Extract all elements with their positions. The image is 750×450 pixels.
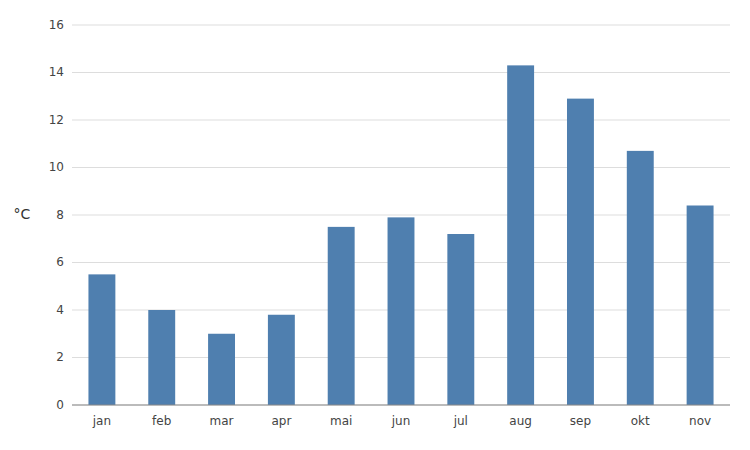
x-tick-label: aug bbox=[509, 414, 532, 428]
bar bbox=[208, 334, 235, 405]
bar bbox=[627, 151, 654, 405]
y-tick-label: 10 bbox=[49, 160, 64, 174]
y-tick-label: 4 bbox=[56, 303, 64, 317]
bar bbox=[567, 99, 594, 405]
chart-container: 0 2 4 6 8 10 12 14 16 jan feb mar apr mai jun jul aug sep… bbox=[0, 0, 750, 450]
x-tick-label: mai bbox=[330, 414, 352, 428]
x-tick-label: jan bbox=[92, 414, 111, 428]
y-tick-label: 2 bbox=[56, 350, 64, 364]
y-tick-label: 16 bbox=[49, 18, 64, 32]
bar bbox=[687, 206, 714, 406]
y-tick-label: 8 bbox=[56, 208, 64, 222]
grid-line bbox=[72, 120, 730, 121]
y-tick-label: 6 bbox=[56, 255, 64, 269]
bar bbox=[88, 274, 115, 405]
y-axis-label: °C bbox=[14, 206, 31, 222]
x-tick-label: okt bbox=[631, 414, 650, 428]
y-tick-label: 0 bbox=[56, 398, 64, 412]
x-tick-label: jul bbox=[453, 414, 468, 428]
x-axis: jan feb mar apr mai jun jul aug sep okt nov bbox=[92, 414, 711, 428]
bar bbox=[388, 217, 415, 405]
bar bbox=[447, 234, 474, 405]
grid-line bbox=[72, 72, 730, 73]
bar bbox=[148, 310, 175, 405]
y-tick-label: 12 bbox=[49, 113, 64, 127]
x-tick-label: apr bbox=[271, 414, 291, 428]
grid-line bbox=[72, 25, 730, 26]
y-axis: 0 2 4 6 8 10 12 14 16 bbox=[49, 18, 64, 412]
x-tick-label: nov bbox=[689, 414, 711, 428]
x-tick-label: jun bbox=[391, 414, 411, 428]
x-tick-label: mar bbox=[210, 414, 234, 428]
grid-line bbox=[72, 405, 730, 406]
chart: 0 2 4 6 8 10 12 14 16 jan feb mar apr mai jun jul aug sep… bbox=[0, 0, 750, 450]
x-tick-label: feb bbox=[152, 414, 171, 428]
x-tick-label: sep bbox=[570, 414, 591, 428]
bars bbox=[88, 65, 713, 405]
bar bbox=[507, 65, 534, 405]
x-axis-line bbox=[72, 405, 730, 406]
bar bbox=[328, 227, 355, 405]
y-tick-label: 14 bbox=[49, 65, 64, 79]
y-grid bbox=[72, 25, 730, 405]
bar bbox=[268, 315, 295, 405]
